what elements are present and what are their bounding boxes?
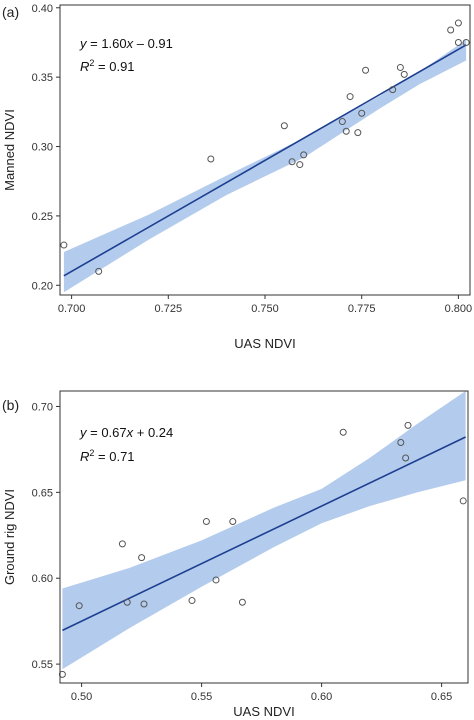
r-squared: R2 = 0.71 xyxy=(80,448,135,464)
data-point xyxy=(404,421,412,429)
confidence-band xyxy=(63,39,467,293)
regression-line xyxy=(62,436,466,632)
data-point xyxy=(362,66,370,74)
confidence-band xyxy=(62,391,466,670)
y-tick-label: 0.70 xyxy=(32,401,53,413)
data-point xyxy=(60,241,68,249)
regression-equation: y = 0.67x + 0.24 xyxy=(79,425,173,440)
data-point xyxy=(140,600,148,608)
r-squared-value: = 0.91 xyxy=(94,59,134,74)
equation-intercept: – 0.91 xyxy=(133,36,173,51)
x-tick-label: 0.60 xyxy=(311,691,332,703)
r-squared-symbol: R xyxy=(80,449,89,464)
y-tick-label: 0.60 xyxy=(32,573,53,585)
panel-a: 0.700 0.725 0.750 0.775 0.800 0.20 0.25 0.30 0.3… xyxy=(2,3,472,351)
x-tick-label: 0.55 xyxy=(191,691,212,703)
data-point xyxy=(447,26,455,34)
data-point xyxy=(339,428,347,436)
x-axis-title: UAS NDVI xyxy=(234,336,295,351)
data-point xyxy=(396,63,404,71)
data-point xyxy=(288,158,296,166)
data-point xyxy=(238,598,246,606)
y-tick-label: 0.30 xyxy=(32,142,53,154)
x-axis-title: UAS NDVI xyxy=(233,704,294,719)
data-point xyxy=(229,518,237,526)
x-tick-label: 0.750 xyxy=(251,303,279,315)
data-point xyxy=(138,554,146,562)
equation-slope: = 0.67 xyxy=(87,425,127,440)
plot-frame xyxy=(59,390,469,684)
r-squared-symbol: R xyxy=(80,59,89,74)
data-point xyxy=(454,38,462,46)
y-axis-title: Manned NDVI xyxy=(2,109,17,191)
data-point xyxy=(58,670,66,678)
r-squared: R2 = 0.91 xyxy=(80,58,135,74)
data-point xyxy=(389,86,397,94)
r-squared-exponent: 2 xyxy=(89,448,94,458)
y-tick-label: 0.65 xyxy=(32,487,53,499)
y-axis-title: Ground rig NDVI xyxy=(2,489,17,585)
y-tick-label: 0.40 xyxy=(32,3,53,15)
regression-equation: y = 1.60x – 0.91 xyxy=(79,36,173,51)
data-point xyxy=(358,109,366,117)
equation-intercept: + 0.24 xyxy=(133,425,173,440)
panel-label: (a) xyxy=(2,4,19,20)
x-tick-label: 0.65 xyxy=(431,691,452,703)
data-point xyxy=(338,118,346,126)
data-point xyxy=(202,518,210,526)
equation-x: x xyxy=(126,36,134,51)
data-point xyxy=(354,129,362,137)
r-squared-exponent: 2 xyxy=(89,58,94,68)
equation-slope: = 1.60 xyxy=(87,36,127,51)
data-point xyxy=(212,576,220,584)
x-tick-label: 0.800 xyxy=(445,303,473,315)
data-point xyxy=(397,439,405,447)
data-point xyxy=(400,70,408,78)
x-tick-label: 0.725 xyxy=(155,303,183,315)
data-point xyxy=(95,267,103,275)
regression-line xyxy=(63,44,467,277)
data-point xyxy=(188,597,196,605)
y-tick-label: 0.25 xyxy=(32,211,53,223)
data-point xyxy=(296,161,304,169)
data-point xyxy=(462,38,470,46)
data-point xyxy=(342,127,350,135)
data-point xyxy=(402,454,410,462)
r-squared-value: = 0.71 xyxy=(94,449,134,464)
equation-x: x xyxy=(126,425,134,440)
data-point xyxy=(207,155,215,163)
data-point xyxy=(123,598,131,606)
y-tick-label: 0.55 xyxy=(32,659,53,671)
equation-y: y xyxy=(79,425,88,440)
y-tick-label: 0.20 xyxy=(32,280,53,292)
panel-label: (b) xyxy=(2,397,19,413)
equation-y: y xyxy=(79,36,88,51)
panel-b: 0.50 0.55 0.60 0.65 0.55 0.60 0.65 0.70 UAS NDVI… xyxy=(2,390,469,719)
data-point xyxy=(118,540,126,548)
x-tick-label: 0.50 xyxy=(71,691,92,703)
x-tick-label: 0.775 xyxy=(348,303,376,315)
data-point xyxy=(300,151,308,159)
data-point xyxy=(454,19,462,27)
data-point xyxy=(459,497,467,505)
y-tick-label: 0.35 xyxy=(32,72,53,84)
data-point xyxy=(75,602,83,610)
data-point xyxy=(280,122,288,130)
x-tick-label: 0.700 xyxy=(58,303,86,315)
data-point xyxy=(346,93,354,101)
